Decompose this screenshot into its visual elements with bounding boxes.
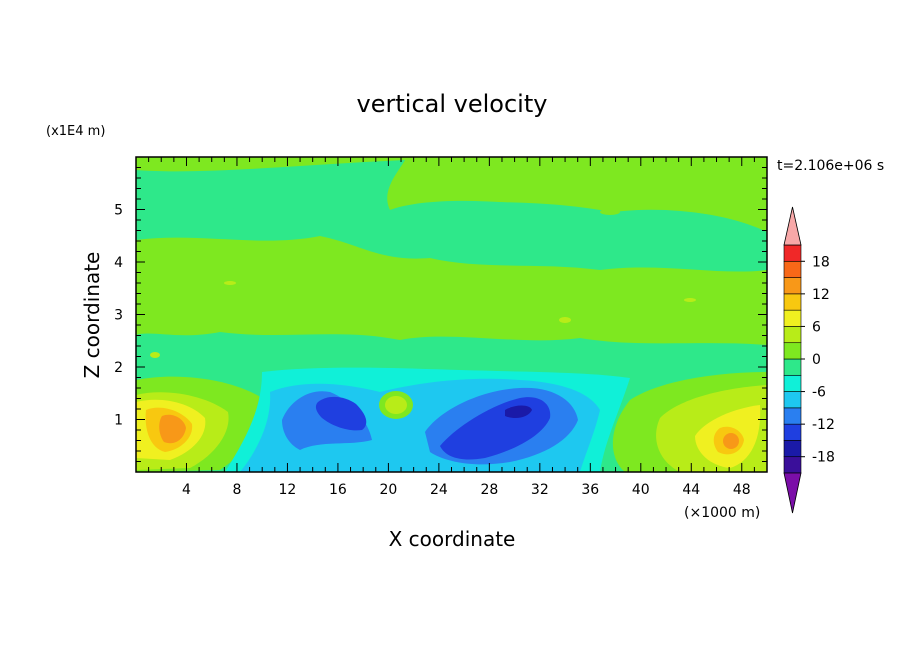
colorbar-segment — [783, 423, 802, 441]
y-axis-label: Z coordinate — [80, 252, 104, 379]
x-tick-label: 24 — [430, 482, 448, 498]
y-tick-label: 2 — [114, 360, 123, 376]
colorbar-tick-label: 18 — [812, 254, 830, 270]
x-tick-label: 8 — [232, 482, 241, 498]
colorbar-segment — [783, 407, 802, 425]
colorbar-tick-label: 0 — [812, 352, 821, 368]
y-axis: 1 2 3 4 5 — [114, 167, 767, 462]
colorbar-segment — [783, 293, 802, 311]
colorbar-segment — [783, 456, 802, 474]
colorbar-segment — [783, 374, 802, 392]
colorbar-segment — [783, 358, 802, 376]
x-tick-label: 28 — [480, 482, 498, 498]
x-tick-label: 40 — [632, 482, 650, 498]
colorbar-tick-label: -12 — [812, 417, 835, 433]
colorbar-segment — [783, 244, 802, 262]
colorbar-segment — [783, 326, 802, 344]
y-tick-label: 5 — [114, 203, 123, 219]
y-tick-label: 1 — [114, 413, 123, 429]
x-tick-label: 44 — [682, 482, 700, 498]
x-tick-label: 16 — [329, 482, 347, 498]
x-tick-label: 48 — [733, 482, 751, 498]
time-label: t=2.106e+06 s — [777, 158, 884, 174]
x-tick-label: 12 — [279, 482, 297, 498]
x-unit-label: (×1000 m) — [684, 505, 760, 521]
x-tick-label: 36 — [581, 482, 599, 498]
colorbar-segment — [783, 260, 802, 278]
x-tick-label: 20 — [379, 482, 397, 498]
colorbar-extend-max — [783, 206, 802, 246]
colorbar-segment — [783, 391, 802, 409]
colorbar-segment — [783, 342, 802, 360]
x-axis-label: X coordinate — [389, 527, 516, 551]
y-tick-label: 4 — [114, 255, 123, 271]
colorbar-segment — [783, 440, 802, 458]
colorbar-extend-min — [783, 472, 802, 514]
chart-title: vertical velocity — [357, 90, 548, 118]
colorbar: 18 12 6 0 -6 -12 -18 — [783, 206, 835, 514]
colorbar-tick-label: -18 — [812, 450, 835, 466]
colorbar-segment — [783, 277, 802, 295]
colorbar-tick-label: 6 — [812, 319, 821, 335]
colorbar-tick-label: 12 — [812, 287, 830, 303]
contour-field — [136, 157, 767, 472]
colorbar-tick-label: -6 — [812, 385, 826, 401]
colorbar-segment — [783, 309, 802, 327]
x-tick-label: 4 — [182, 482, 191, 498]
y-tick-label: 3 — [114, 308, 123, 324]
x-axis: 4 8 12 16 20 24 28 32 36 40 44 48 — [148, 157, 755, 498]
y-unit-label: (x1E4 m) — [46, 124, 105, 139]
x-tick-label: 32 — [531, 482, 549, 498]
